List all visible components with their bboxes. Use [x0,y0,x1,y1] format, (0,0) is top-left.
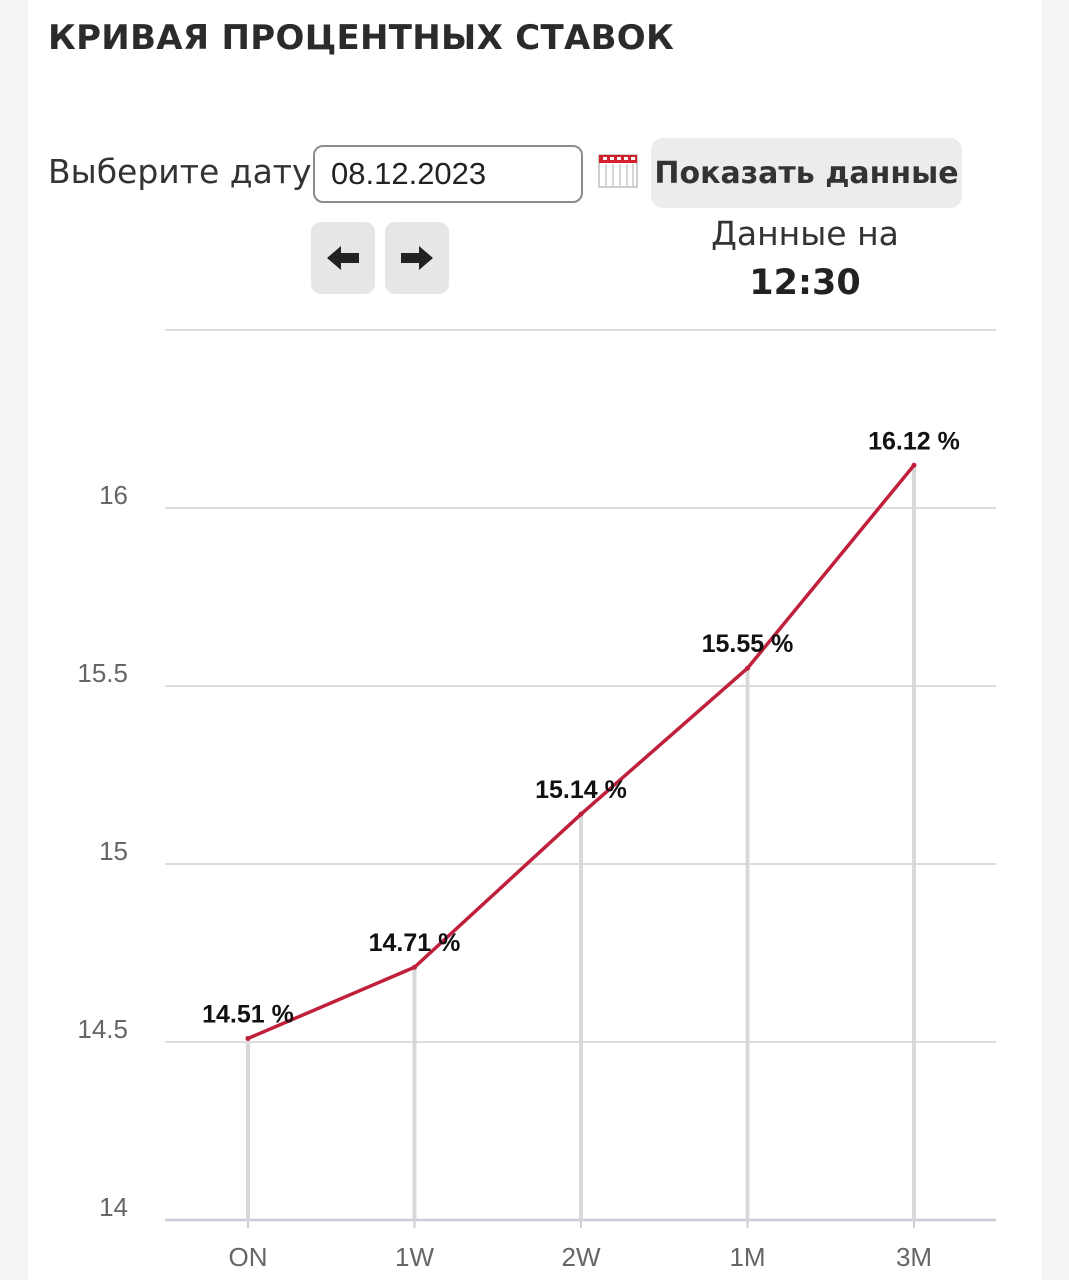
chart-card [28,0,1042,1280]
data-on-label: Данные на [711,214,899,253]
y-tick-label: 16 [99,480,128,510]
calendar-icon[interactable] [598,154,638,188]
data-label: 15.14 % [535,776,627,804]
date-input[interactable] [313,145,583,203]
x-tick-label: 2W [562,1242,601,1272]
data-point [578,811,584,817]
x-tick-label: 3M [896,1242,932,1272]
arrow-left-icon [327,246,359,270]
data-label: 16.12 % [868,427,960,455]
date-label: Выберите дату: [48,152,323,191]
data-label: 15.55 % [702,630,794,658]
show-data-button[interactable]: Показать данные [651,138,962,208]
next-date-button[interactable] [385,222,449,294]
data-label: 14.71 % [369,929,461,957]
data-point [245,1035,251,1041]
arrow-right-icon [401,246,433,270]
y-tick-label: 15.5 [77,658,128,688]
data-point [745,665,750,671]
y-tick-label: 14.5 [77,1014,128,1044]
prev-date-button[interactable] [311,222,375,294]
y-tick-label: 14 [99,1192,128,1222]
x-tick-label: 1M [729,1242,765,1272]
data-time: 12:30 [749,263,861,303]
page-title: КРИВАЯ ПРОЦЕНТНЫХ СТАВОК [48,18,675,58]
data-label: 14.51 % [202,1000,294,1028]
data-point [911,462,917,468]
y-tick-label: 15 [99,836,128,866]
x-tick-label: ON [229,1242,268,1272]
x-tick-label: 1W [395,1242,434,1272]
data-point [412,964,417,970]
